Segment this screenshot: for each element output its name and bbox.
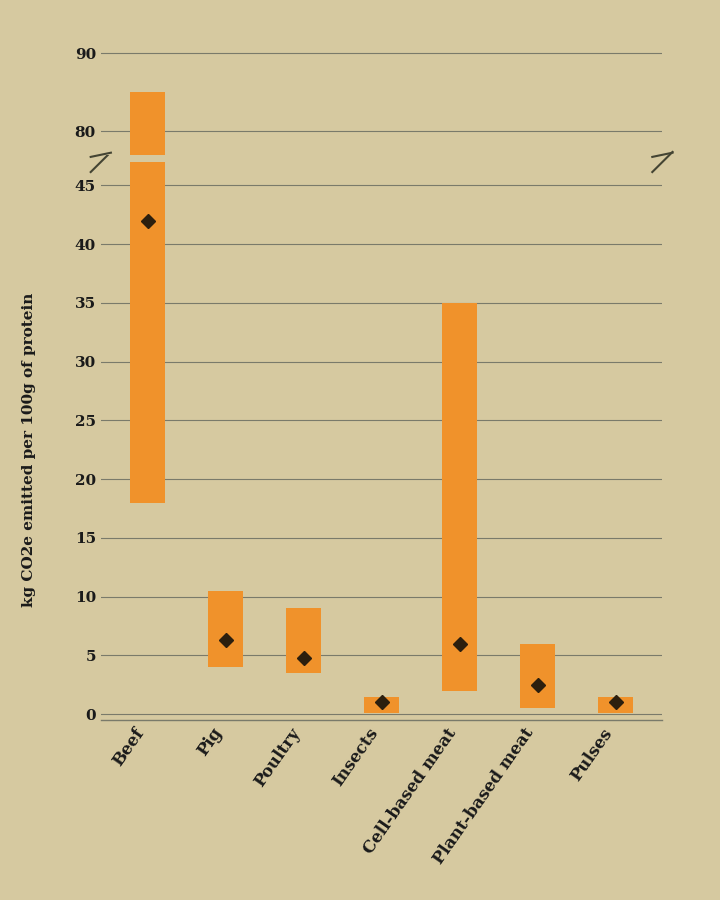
Text: kg CO2e emitted per 100g of protein: kg CO2e emitted per 100g of protein — [22, 292, 36, 608]
Bar — [520, 644, 555, 708]
Bar — [208, 590, 243, 667]
Bar — [286, 608, 321, 673]
Bar — [130, 93, 165, 155]
Bar — [364, 697, 399, 713]
Bar — [598, 697, 633, 713]
Bar — [442, 303, 477, 690]
Bar — [130, 162, 165, 503]
